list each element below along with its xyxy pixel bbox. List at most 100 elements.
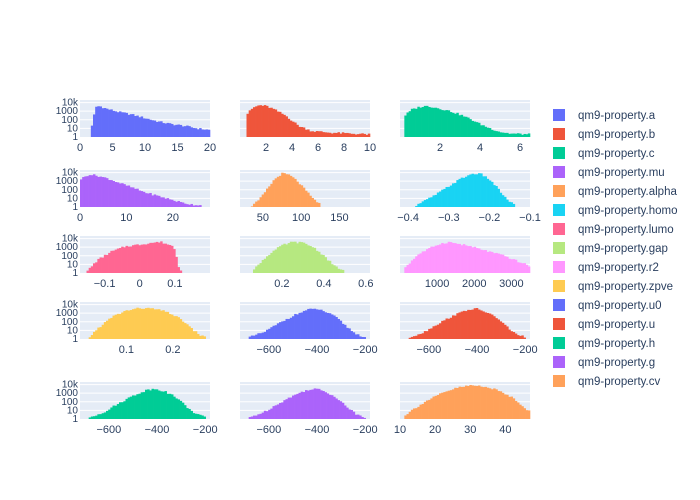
legend-item[interactable]: qm9-property.b xyxy=(553,128,655,141)
histogram-bar xyxy=(123,112,126,137)
histogram-bar xyxy=(125,310,128,339)
histogram-bar xyxy=(184,323,187,339)
histogram-bar xyxy=(127,114,131,137)
histogram-bar xyxy=(439,109,442,137)
histogram-bar xyxy=(166,311,170,339)
x-tick-label: 0.2 xyxy=(165,344,180,356)
histogram-bar xyxy=(465,311,468,339)
histogram-bar xyxy=(255,106,258,137)
histogram-bar xyxy=(417,203,420,207)
histogram-bar xyxy=(285,399,288,419)
histogram-bar xyxy=(523,263,526,273)
histogram-bar xyxy=(504,394,507,419)
histogram-bar xyxy=(194,413,198,419)
histogram-bar xyxy=(354,414,358,419)
histogram-bar xyxy=(324,257,327,273)
legend-label: qm9-property.zpve xyxy=(578,281,673,293)
histogram-bar xyxy=(419,253,422,273)
legend-item[interactable]: qm9-property.zpve xyxy=(553,280,673,293)
legend-item[interactable]: qm9-property.homo xyxy=(553,204,678,217)
histogram-bar xyxy=(151,195,154,207)
histogram-bar xyxy=(93,263,96,273)
histogram-bar xyxy=(449,390,453,419)
histogram-bar xyxy=(523,337,526,339)
histogram-bar xyxy=(97,176,100,207)
legend-item[interactable]: qm9-property.c xyxy=(553,147,655,160)
histogram-bar xyxy=(257,200,260,207)
histogram-bar xyxy=(434,107,438,137)
histogram-bar xyxy=(95,330,98,339)
histogram-bar xyxy=(519,335,522,339)
histogram-bar xyxy=(346,407,349,419)
histogram-bar xyxy=(441,392,444,419)
histogram-bar xyxy=(263,105,267,137)
histogram-bar xyxy=(331,264,334,273)
legend-swatch xyxy=(553,223,565,235)
histogram-bar xyxy=(259,413,262,419)
subplot-qm9-property-gap: 0.2 0.4 0.6 xyxy=(240,236,373,290)
histogram-bar xyxy=(307,390,310,419)
legend-item[interactable]: qm9-property.r2 xyxy=(553,261,659,274)
y-tick-label: 10 xyxy=(67,405,79,416)
legend-item[interactable]: qm9-property.alpha xyxy=(553,185,677,198)
histogram-bar xyxy=(491,389,494,419)
histogram-bar xyxy=(419,107,422,137)
histogram-bar xyxy=(127,246,131,273)
legend-swatch xyxy=(553,318,565,330)
histogram-bar xyxy=(110,109,113,137)
histogram-bar xyxy=(298,241,301,273)
histogram-bar xyxy=(357,334,360,339)
histogram-bar xyxy=(129,396,133,419)
histogram-bar xyxy=(114,249,118,273)
legend-item[interactable]: qm9-property.gap xyxy=(553,242,668,255)
histogram-bar xyxy=(415,205,418,207)
histogram-bar xyxy=(344,324,347,339)
histogram-bar xyxy=(203,336,206,339)
histogram-bar xyxy=(88,337,92,339)
histogram-bar xyxy=(138,393,141,419)
legend-item[interactable]: qm9-property.mu xyxy=(553,166,665,179)
legend-item[interactable]: qm9-property.a xyxy=(553,109,656,122)
legend-item[interactable]: qm9-property.lumo xyxy=(553,223,674,236)
histogram-bar xyxy=(93,114,96,137)
histogram-bar xyxy=(257,414,260,419)
histogram-bar xyxy=(346,132,349,137)
histogram-bar xyxy=(486,127,490,137)
histogram-bar xyxy=(106,410,109,419)
histogram-bar xyxy=(486,178,490,207)
legend-item[interactable]: qm9-property.u0 xyxy=(553,299,662,312)
histogram-bar xyxy=(179,270,183,273)
histogram-bar xyxy=(352,133,356,137)
x-tick-label: 0.4 xyxy=(316,278,331,290)
histogram-bar xyxy=(289,120,293,137)
histogram-bar xyxy=(145,118,148,137)
histogram-bar xyxy=(101,177,105,207)
histogram-bar xyxy=(510,331,513,339)
histogram-bar xyxy=(84,176,87,207)
legend-item[interactable]: qm9-property.h xyxy=(553,337,655,350)
histogram-bar xyxy=(482,311,485,339)
histogram-bar xyxy=(443,392,446,419)
histogram-bar xyxy=(179,201,183,207)
legend-item[interactable]: qm9-property.g xyxy=(553,356,655,369)
histogram-bar xyxy=(309,131,312,137)
histogram-bar xyxy=(350,331,353,339)
legend-item[interactable]: qm9-property.u xyxy=(553,318,655,331)
histogram-bar xyxy=(421,201,425,207)
x-tick-label: −600 xyxy=(97,424,122,436)
histogram-bar xyxy=(270,327,273,339)
histogram-bar xyxy=(166,122,170,137)
histogram-bar xyxy=(294,313,297,339)
histogram-bar xyxy=(460,245,464,273)
x-tick-label: 20 xyxy=(429,424,441,436)
histogram-bar xyxy=(456,112,459,137)
legend-swatch xyxy=(553,299,565,311)
histogram-bar xyxy=(149,390,152,419)
histogram-bar xyxy=(302,392,306,419)
legend-item[interactable]: qm9-property.cv xyxy=(553,375,660,388)
histogram-bar xyxy=(116,313,120,339)
histogram-bar xyxy=(110,250,113,273)
histogram-bar xyxy=(445,318,448,339)
histogram-bar xyxy=(164,243,167,273)
